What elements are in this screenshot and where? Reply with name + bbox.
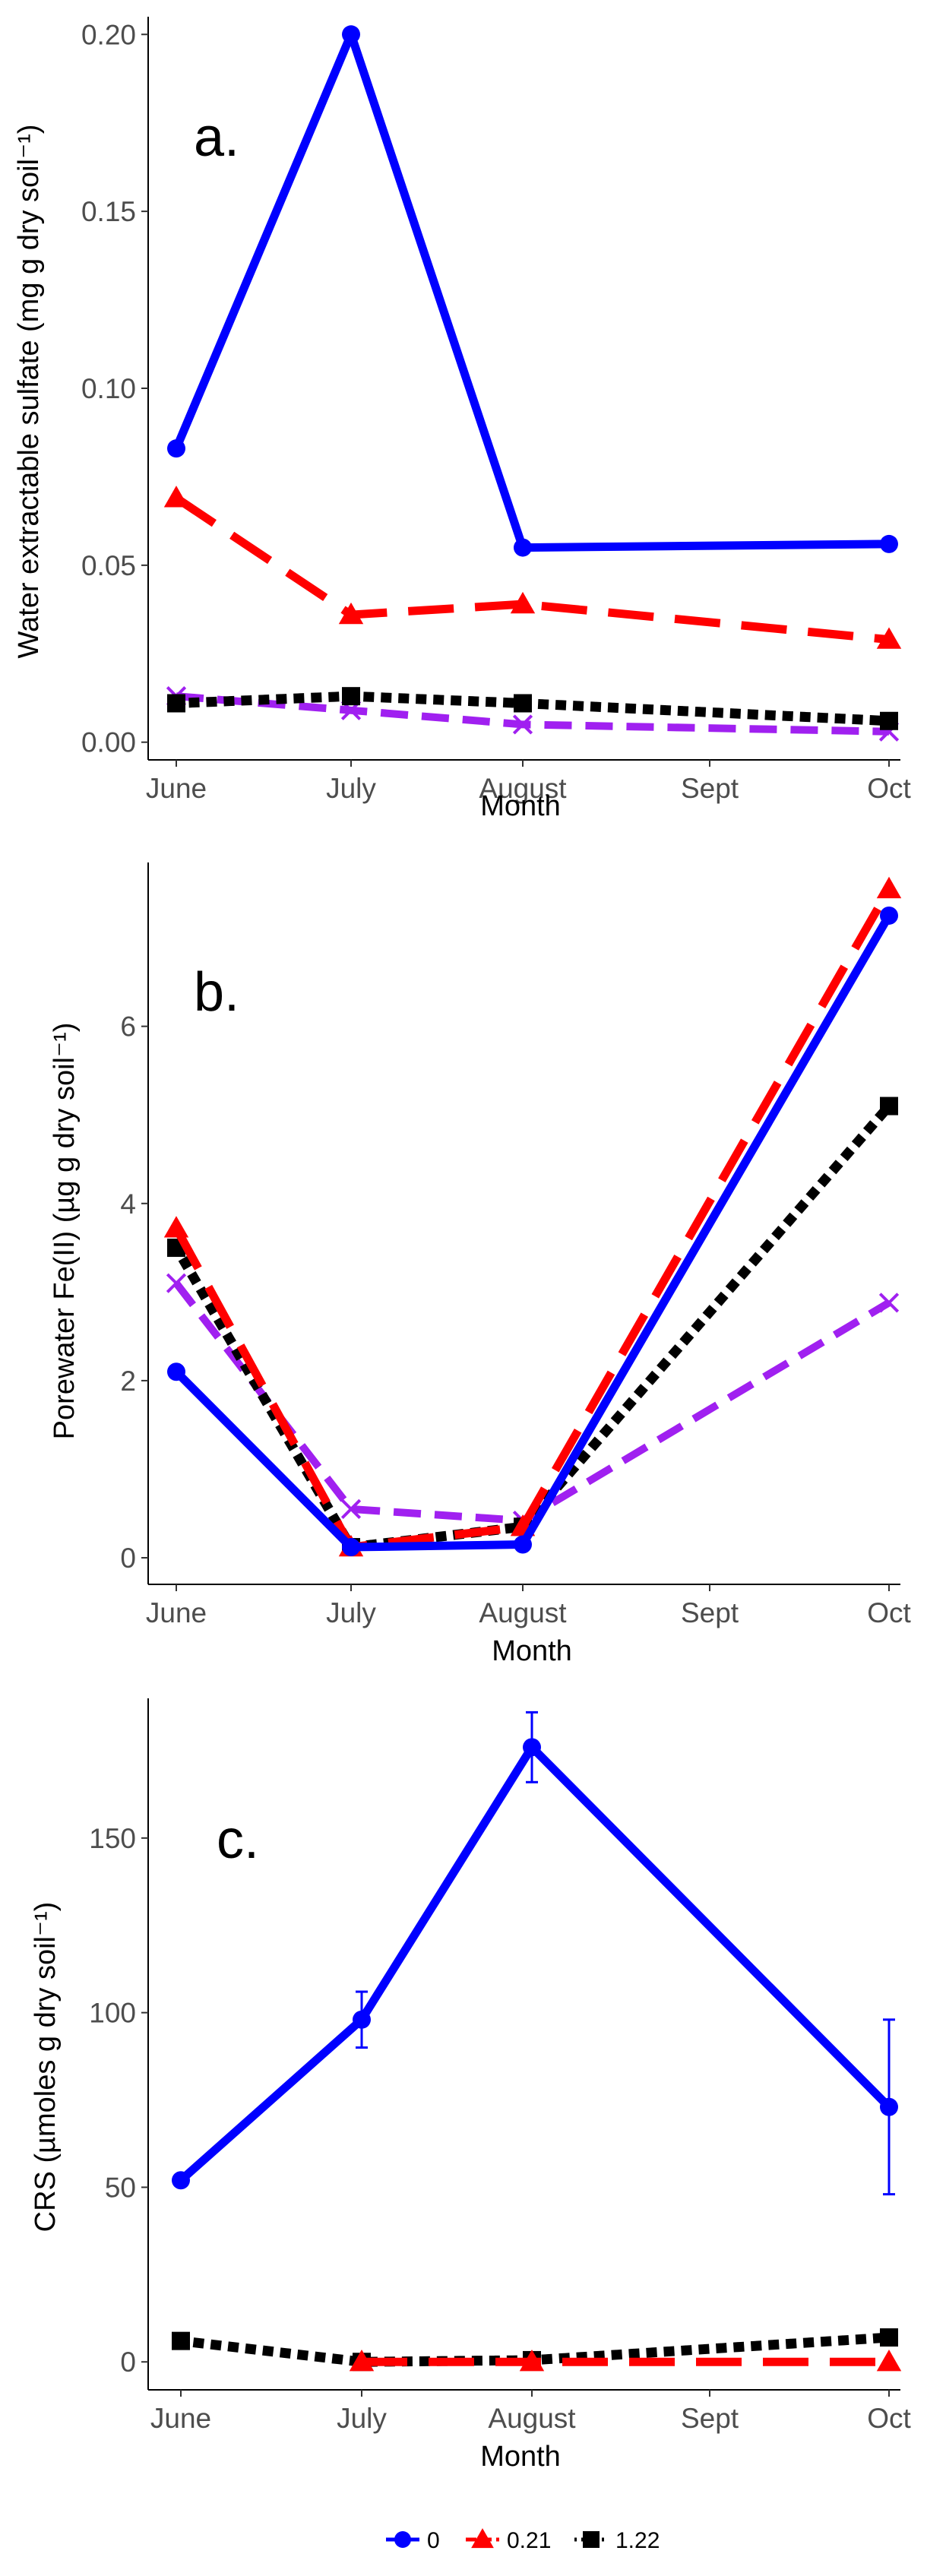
x-tick-label: Sept xyxy=(681,2403,739,2434)
data-point xyxy=(342,687,360,706)
panel-label: a. xyxy=(194,107,239,168)
series-line xyxy=(173,913,893,1552)
series-line xyxy=(172,887,893,1552)
legend-label: 0 xyxy=(427,2528,440,2553)
legend-label: 0.21 xyxy=(507,2528,551,2553)
x-tick-label: June xyxy=(146,773,207,804)
data-point xyxy=(512,714,533,735)
series-0 xyxy=(167,25,898,557)
y-tick-label: 100 xyxy=(89,1998,136,2029)
x-tick-label: Sept xyxy=(681,773,739,804)
data-point xyxy=(353,2010,371,2029)
data-point xyxy=(880,2328,898,2347)
data-point xyxy=(342,25,360,44)
data-point xyxy=(523,1738,541,1757)
y-axis-title: CRS (µmoles g dry soil⁻¹) xyxy=(30,1902,62,2233)
data-point xyxy=(514,538,532,557)
x-tick-label: August xyxy=(479,1597,567,1628)
data-point xyxy=(876,627,902,649)
y-tick-label: 150 xyxy=(89,1823,136,1854)
x-tick-label: July xyxy=(326,1597,376,1628)
x-tick-label: August xyxy=(479,773,567,804)
series-line xyxy=(173,494,890,644)
data-point xyxy=(514,1535,532,1554)
series-line xyxy=(178,1742,892,2184)
data-point xyxy=(510,591,536,614)
data-point xyxy=(880,2097,898,2116)
data-point xyxy=(880,534,898,553)
y-tick-label: 4 xyxy=(120,1188,136,1220)
y-tick-label: 6 xyxy=(120,1011,136,1043)
chart-panel-a: 0.00 0.05 0.10 0.15 0.20 June July August Sept Oc… xyxy=(13,17,911,822)
x-tick-label: July xyxy=(326,773,376,804)
data-point xyxy=(880,711,898,730)
panel-label: b. xyxy=(194,962,239,1023)
data-point xyxy=(172,2171,190,2190)
x-tick-label: Oct xyxy=(867,773,911,804)
data-point xyxy=(514,694,532,713)
x-axis-title: Month xyxy=(480,2441,561,2473)
y-tick-label: 50 xyxy=(105,2172,136,2203)
data-point xyxy=(167,694,185,713)
x-tick-label: July xyxy=(337,2403,387,2434)
series-unlabeled xyxy=(166,1273,900,1531)
x-axis-title: Month xyxy=(492,1635,572,1667)
series-0.21 xyxy=(163,486,902,649)
chart-panel-b: 0 2 4 6 June July August Sept Oct Month Porewater … xyxy=(49,862,911,1667)
y-tick-label: 0 xyxy=(120,2347,136,2378)
y-axis-title: Porewater Fe(II) (µg g dry soil⁻¹) xyxy=(49,1023,81,1440)
x-tick-label: August xyxy=(488,2403,576,2434)
x-tick-label: June xyxy=(146,1597,207,1628)
x-tick-label: Sept xyxy=(681,1597,739,1628)
chart-panel-c: 0 50 100 150 June July August Sept Oct Month CRS (… xyxy=(30,1698,911,2473)
y-tick-label: 0.15 xyxy=(81,196,136,227)
series-0 xyxy=(172,1710,898,2196)
data-point xyxy=(167,1362,185,1381)
legend-marker xyxy=(583,2531,600,2548)
data-point xyxy=(340,1498,362,1520)
y-tick-label: 0.05 xyxy=(81,550,136,581)
series-1.22 xyxy=(167,687,898,730)
series-0.21 xyxy=(349,2350,902,2372)
x-axis-title: Month xyxy=(480,790,561,822)
data-point xyxy=(880,906,898,925)
data-point xyxy=(167,439,185,458)
y-axis-title: Water extractable sulfate (mg g dry soil… xyxy=(13,125,45,659)
series-line xyxy=(172,30,890,552)
y-tick-label: 0.10 xyxy=(81,373,136,404)
data-point xyxy=(519,2350,545,2372)
data-point xyxy=(338,602,364,625)
data-point xyxy=(163,486,189,508)
x-tick-label: June xyxy=(150,2403,211,2434)
data-point xyxy=(172,2331,190,2350)
y-tick-label: 0.00 xyxy=(81,727,136,758)
legend-label: 1.22 xyxy=(615,2528,660,2553)
y-tick-label: 0.20 xyxy=(81,19,136,50)
data-point xyxy=(876,2350,902,2372)
y-tick-label: 0 xyxy=(120,1543,136,1574)
data-point xyxy=(876,876,902,899)
data-point xyxy=(349,2350,375,2372)
panel-label: c. xyxy=(217,1809,259,1870)
series-line xyxy=(171,691,894,726)
series-0 xyxy=(167,906,898,1557)
legend: 0 0.21 1.22 xyxy=(386,2528,660,2553)
data-point xyxy=(880,1097,898,1116)
data-point xyxy=(878,1293,900,1313)
data-point xyxy=(166,1273,187,1293)
data-point xyxy=(342,1538,360,1557)
series-line xyxy=(169,1099,897,1552)
data-point xyxy=(163,1216,189,1238)
series-1.22 xyxy=(167,1097,898,1557)
x-tick-label: Oct xyxy=(867,2403,911,2434)
x-tick-label: Oct xyxy=(867,1597,911,1628)
y-tick-label: 2 xyxy=(120,1366,136,1397)
